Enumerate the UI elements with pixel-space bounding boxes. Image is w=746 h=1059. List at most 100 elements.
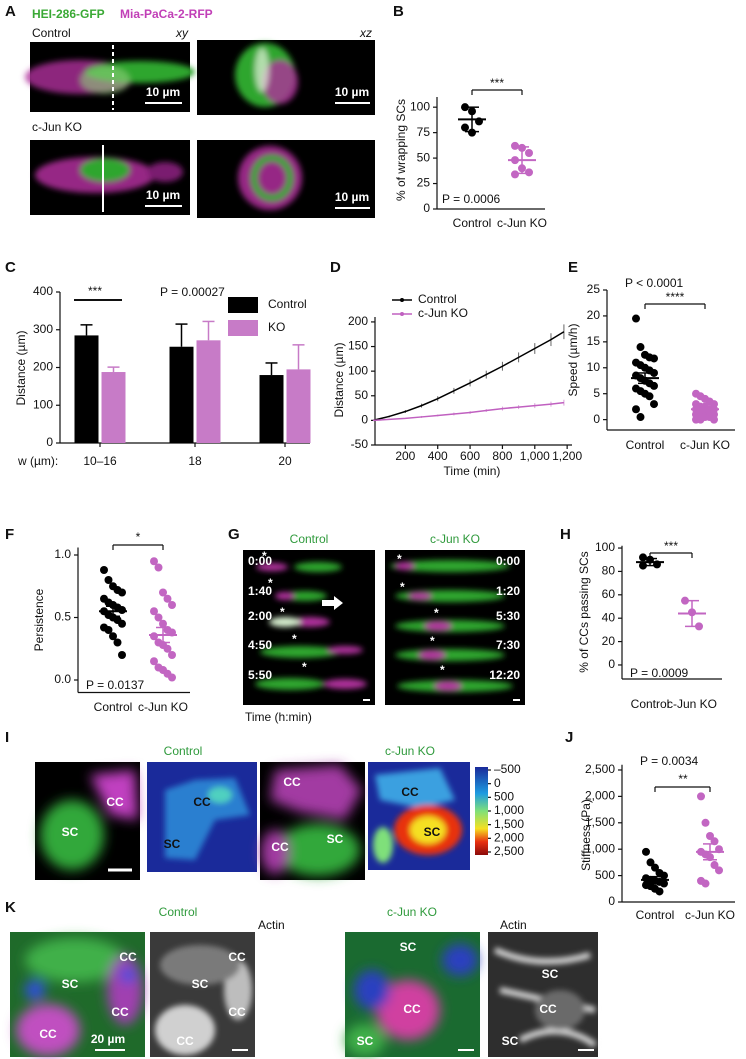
cells	[40, 770, 138, 870]
x-tick-label: 18	[188, 454, 202, 468]
panel-letter: A	[5, 3, 16, 20]
bar	[196, 340, 221, 443]
y-tick-label: 1.0	[54, 547, 71, 561]
colorbar-label: 1,000	[494, 803, 524, 817]
data-point	[650, 354, 658, 363]
cell-label: CC	[193, 795, 211, 809]
data-point	[697, 792, 705, 801]
y-tick-label: 15	[587, 334, 601, 348]
data-point	[168, 651, 176, 659]
x-tick-label: 1,000	[520, 449, 550, 463]
data-point	[632, 314, 640, 323]
p-value: P = 0.00027	[160, 285, 225, 299]
panel-letter: I	[5, 729, 9, 746]
data-point	[163, 644, 172, 653]
y-tick-label: 300	[33, 322, 53, 336]
scale-label: 20 µm	[91, 1032, 125, 1046]
cell-marker: *	[262, 549, 267, 563]
y-tick-label: 100	[410, 99, 430, 113]
data-point	[163, 594, 172, 603]
y-tick-label: 5	[593, 386, 600, 400]
bar	[101, 372, 126, 443]
cell-label: CC	[176, 1034, 194, 1048]
cell-label: CC	[39, 1027, 57, 1041]
data-point	[150, 557, 158, 566]
data-point	[113, 638, 122, 647]
cell-label: SC	[424, 825, 441, 839]
y-tick-label: 60	[602, 587, 616, 601]
colorbar-label: 2,500	[494, 844, 524, 858]
time-stamp: 1:20	[496, 584, 520, 598]
time-stamp: 1:40	[248, 584, 272, 598]
data-point	[150, 607, 158, 616]
series-line	[372, 331, 565, 422]
panel-letter: C	[5, 259, 16, 276]
data-point	[468, 128, 476, 137]
y-tick-label: 10	[587, 360, 601, 374]
data-point	[118, 619, 126, 628]
p-value: P = 0.0137	[86, 678, 144, 692]
row-label: Control	[32, 26, 71, 40]
y-axis-title: Distance (µm)	[332, 343, 346, 418]
column-title: c-Jun KO	[385, 744, 435, 758]
significance: ***	[88, 284, 102, 298]
data-point	[104, 626, 113, 634]
y-tick-label: 0.0	[54, 672, 71, 686]
arrow	[322, 596, 343, 610]
colorbar-label: 500	[494, 790, 514, 804]
data-point	[525, 168, 533, 177]
data-point	[511, 141, 519, 150]
y-axis-title: Speed (µm/h)	[566, 324, 580, 397]
y-axis-title: Persistence	[32, 588, 46, 651]
y-tick-label: 80	[602, 564, 616, 578]
legend-label: c-Jun KO	[418, 306, 468, 320]
data-point	[696, 415, 705, 424]
colorbar-label: –500	[494, 762, 521, 776]
y-tick-label: 0	[608, 657, 615, 671]
panel-letter: K	[5, 899, 16, 916]
x-tick-label: Control	[94, 700, 133, 714]
y-tick-label: 1,500	[585, 815, 615, 829]
data-point	[655, 887, 664, 896]
x-tick-label: 400	[428, 449, 448, 463]
x-axis-title: w (µm):	[17, 454, 58, 468]
data-point	[639, 553, 647, 562]
data-point	[636, 343, 645, 352]
cell-label: SC	[62, 825, 79, 839]
data-point	[100, 566, 108, 574]
significance: ***	[490, 76, 504, 90]
row-label: c-Jun KO	[32, 120, 82, 134]
cells	[345, 944, 478, 1056]
column-title: c-Jun KO	[430, 532, 480, 546]
cell-label: SC	[164, 837, 181, 851]
time-stamp: 4:50	[248, 638, 272, 652]
legend-swatch	[228, 297, 258, 313]
panel-letter: D	[330, 259, 341, 276]
data-point	[636, 413, 645, 422]
cell-marker: *	[268, 576, 273, 590]
data-point	[710, 415, 718, 424]
panel-letter: G	[228, 526, 240, 543]
bar	[286, 369, 311, 443]
legend-marker	[400, 298, 404, 302]
data-point	[461, 123, 469, 132]
y-tick-label: 150	[348, 339, 368, 353]
y-axis-title: % of wrapping SCs	[394, 99, 408, 201]
cell-marker: *	[280, 605, 285, 619]
y-tick-label: 0	[593, 412, 600, 426]
y-tick-label: 40	[602, 610, 616, 624]
y-tick-label: 100	[33, 397, 53, 411]
column-title: Control	[159, 905, 198, 919]
data-point	[710, 861, 719, 870]
cell-label: CC	[111, 1005, 129, 1019]
data-point	[642, 847, 650, 856]
stain-label: Actin	[258, 918, 285, 932]
x-tick-label: 1,200	[552, 449, 582, 463]
series-line	[372, 401, 564, 422]
panel-g: G Control c-Jun KO Time (h:min)	[228, 526, 525, 724]
y-tick-label: 2,000	[585, 789, 615, 803]
cell-label: CC	[283, 775, 301, 789]
column-title: c-Jun KO	[387, 905, 437, 919]
cell-label: CC	[228, 950, 246, 964]
